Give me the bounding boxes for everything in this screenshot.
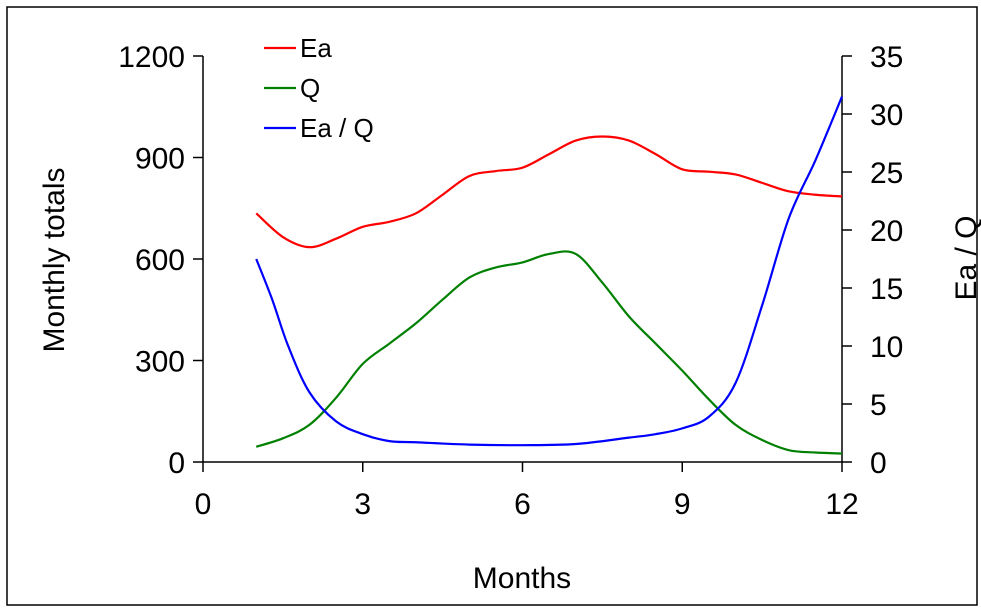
y2-tick-label: 15 [870, 273, 903, 306]
y2-tick-label: 5 [870, 389, 887, 422]
series-line-ea [255, 135, 843, 249]
chart-frame [6, 6, 978, 606]
x-tick-label: 12 [825, 488, 858, 521]
y-tick-label: 300 [135, 346, 185, 379]
axes: 0 300 600 900 1200 0 5 10 15 20 25 30 35 0 3 6 9 12 [118, 41, 903, 521]
y2-tick-label: 30 [870, 99, 903, 132]
legend-label-ea-q: Ea / Q [300, 113, 374, 143]
legend-label-q: Q [300, 73, 320, 103]
x-tick-label: 0 [195, 488, 212, 521]
x-tick-label: 6 [514, 488, 531, 521]
x-axis-title: Months [473, 562, 571, 595]
series-lines [255, 96, 844, 455]
x-tick-label: 3 [354, 488, 371, 521]
y-axis-title: Monthly totals [38, 167, 71, 352]
y-tick-label: 600 [135, 244, 185, 277]
y2-tick-label: 25 [870, 157, 903, 190]
y2-tick-label: 10 [870, 331, 903, 364]
y2-tick-label: 20 [870, 215, 903, 248]
legend: Ea Q Ea / Q [264, 33, 374, 143]
y2-tick-label: 0 [870, 447, 887, 480]
series-line-q [255, 250, 843, 455]
y2-tick-label: 35 [870, 41, 903, 74]
legend-label-ea: Ea [300, 33, 332, 63]
x-tick-label: 9 [674, 488, 691, 521]
y2-axis-title: Ea / Q [950, 215, 981, 300]
y-tick-label: 0 [168, 447, 185, 480]
series-line-ea-q [255, 96, 844, 447]
y-tick-label: 900 [135, 143, 185, 176]
y-tick-label: 1200 [118, 41, 185, 74]
